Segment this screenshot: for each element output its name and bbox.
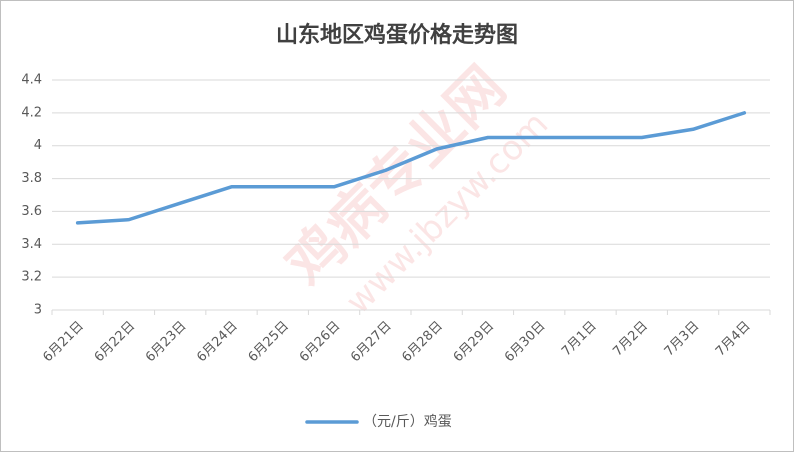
chart-title: 山东地区鸡蛋价格走势图 (276, 22, 518, 48)
y-tick-label: 3.8 (21, 171, 42, 186)
legend-label: （元/斤）鸡蛋 (363, 413, 452, 430)
y-tick-label: 3 (34, 303, 42, 318)
y-tick-label: 4.4 (21, 73, 42, 88)
y-tick-label: 3.6 (21, 204, 42, 219)
data-line (75, 111, 747, 225)
y-tick-label: 4 (34, 138, 42, 153)
y-tick-label: 3.4 (21, 237, 42, 252)
y-tick-label: 4.2 (21, 105, 42, 120)
y-tick-label: 3.2 (21, 270, 42, 285)
